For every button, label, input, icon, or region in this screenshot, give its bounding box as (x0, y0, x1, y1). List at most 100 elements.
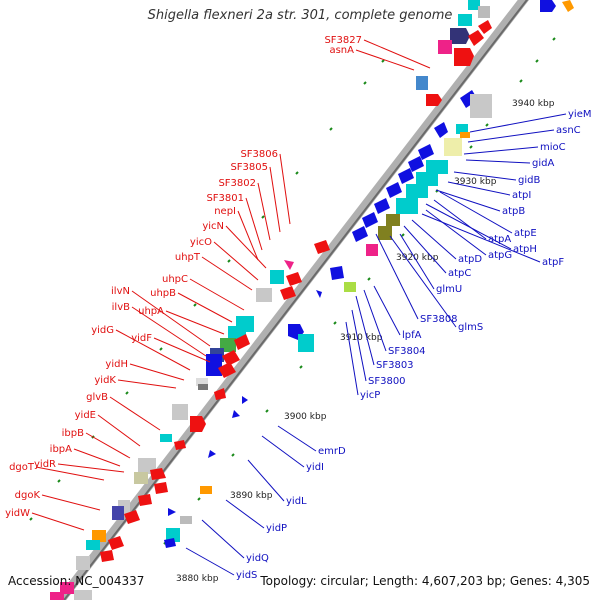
gene-label-right-leader (277, 425, 317, 452)
gene-label-left-leader (189, 278, 245, 311)
gene-label-left-leader (355, 49, 415, 71)
kbp-tick: 3890 kbp (230, 491, 273, 501)
gene-label-right-leader (261, 435, 305, 468)
gene-label-right-leader (469, 113, 567, 133)
gene-label-right: yidP (266, 523, 287, 534)
gene-label-left: yidH (105, 359, 128, 370)
gene-label-left: uhpT (175, 252, 201, 263)
gene-label-right: atpI (512, 190, 531, 201)
gene-label-right-leader (225, 499, 265, 529)
gene-label-right-leader (373, 285, 401, 336)
gene-label-left: asnA (329, 45, 354, 56)
gene-label-right-leader (463, 146, 539, 155)
gene-label-right: atpD (458, 254, 482, 265)
gene-label-left: ibpA (50, 444, 72, 455)
gene-label-right-leader (201, 519, 245, 559)
gene-label-left-leader (279, 153, 291, 225)
gene-label-left-leader (269, 166, 281, 233)
genome-backbone-shade (62, 0, 529, 600)
gene-label-right-leader (247, 459, 285, 502)
genome-backbone (54, 0, 530, 600)
gene-label-left: ibpB (62, 428, 84, 439)
gene-label-right: yidL (286, 496, 307, 507)
right-gene-labels: yieM asnC mioC gidA gidB atpI atpB atpEatpAatpH… (236, 109, 591, 581)
kbp-tick: 3880 kbp (176, 574, 219, 584)
gene-label-left: yidR (34, 459, 56, 470)
gene-label-left-leader (245, 197, 263, 251)
gene-label-left-leader (257, 182, 271, 241)
right-label-leaders (185, 113, 567, 576)
gene-label-left-leader (41, 494, 101, 511)
gene-label-right: SF3800 (368, 376, 406, 387)
genome-title: Shigella flexneri 2a str. 301, complete … (147, 8, 453, 23)
gene-label-right-leader (421, 213, 541, 263)
gene-label-left-leader (201, 256, 253, 291)
gene-label-left: SF3801 (206, 193, 244, 204)
gene-label-right-leader (433, 199, 487, 240)
gene-label-left: nepI (214, 206, 236, 217)
gene-label-left: SF3806 (240, 149, 278, 160)
gene-label-right: glmS (458, 322, 483, 333)
gene-label-left-leader (153, 337, 211, 363)
gene-label-left: glvB (86, 392, 108, 403)
gene-label-left-leader (131, 290, 211, 347)
gene-label-left: yidK (94, 375, 116, 386)
gene-label-left-leader (85, 432, 131, 459)
left-label-leaders (31, 39, 431, 531)
gene-label-right: emrD (318, 446, 346, 457)
kbp-tick: 3930 kbp (454, 177, 497, 187)
gene-label-right-leader (363, 289, 387, 352)
gene-label-right-leader (447, 181, 511, 196)
gene-label-left-leader (363, 39, 431, 69)
gene-label-left: SF3827 (324, 35, 362, 46)
gene-label-right: atpB (502, 206, 525, 217)
gene-features (50, 0, 574, 600)
gene-label-right: gidB (518, 175, 540, 186)
kbp-tick: 3940 kbp (512, 99, 555, 109)
gene-label-right-leader (345, 321, 359, 396)
gene-label-right: atpA (488, 234, 511, 245)
gene-label-right-leader (351, 309, 367, 382)
accession-text: Accession: NC_004337 (8, 574, 145, 588)
gene-label-right: gidA (532, 158, 554, 169)
gene-label-left-leader (109, 396, 161, 431)
gene-label-right-leader (403, 225, 447, 274)
gene-label-right-leader (355, 295, 375, 366)
gene-label-right: yidS (236, 570, 257, 581)
gene-label-right-leader (389, 235, 457, 328)
gene-label-right: yicP (360, 390, 380, 401)
gene-label-left-leader (97, 414, 141, 447)
gene-label-left: dgoK (15, 490, 41, 501)
gene-label-right: yidI (306, 462, 324, 473)
gene-label-left: ilvN (111, 286, 130, 297)
gene-label-right-leader (399, 233, 435, 290)
gene-label-left-leader (73, 448, 121, 467)
genome-summary: Topology: circular; Length: 4,607,203 bp… (260, 574, 590, 588)
gene-label-right: yieM (568, 109, 591, 120)
gene-label-right-leader (465, 159, 531, 164)
kbp-ticks: 3880 kbp 3890 kbp 3900 kbp 3910 kbp 3920… (176, 99, 555, 584)
gene-label-left-leader (129, 363, 185, 381)
gene-label-left: uhpB (150, 288, 176, 299)
gene-label-right: SF3804 (388, 346, 426, 357)
gene-label-left-leader (57, 463, 125, 473)
gene-label-right: atpG (488, 250, 512, 261)
gene-label-right: glmU (436, 284, 462, 295)
gene-label-left: yicO (190, 237, 212, 248)
gene-label-left-leader (115, 329, 191, 371)
gene-label-left-leader (177, 292, 233, 323)
gene-label-left: uhpC (162, 274, 188, 285)
gene-label-right: atpC (448, 268, 471, 279)
gene-label-right: atpF (542, 257, 564, 268)
gene-label-left-leader (165, 310, 225, 335)
gene-label-left-leader (31, 512, 85, 531)
gene-label-left: dgoT (9, 462, 35, 473)
gene-label-right-leader (439, 191, 513, 234)
gene-label-left: yicN (202, 221, 224, 232)
kbp-tick: 3900 kbp (284, 412, 327, 422)
gene-label-left: yidF (131, 333, 152, 344)
kbp-tick: 3910 kbp (340, 333, 383, 343)
gene-label-right-leader (411, 219, 457, 260)
gene-label-right: asnC (556, 125, 581, 136)
